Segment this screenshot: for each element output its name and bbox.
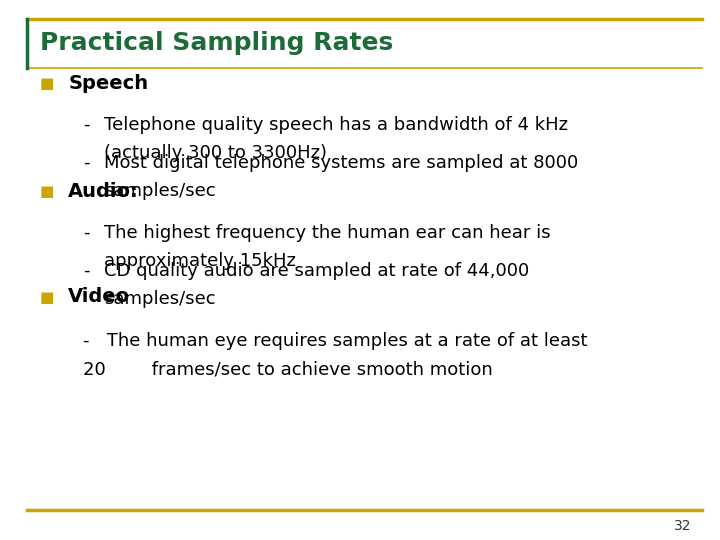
Text: samples/sec: samples/sec — [104, 182, 216, 200]
Text: ■: ■ — [40, 76, 54, 91]
Text: -   The human eye requires samples at a rate of at least: - The human eye requires samples at a ra… — [83, 332, 588, 350]
Text: samples/sec: samples/sec — [104, 290, 216, 308]
Text: 20        frames/sec to achieve smooth motion: 20 frames/sec to achieve smooth motion — [83, 360, 492, 378]
Text: (actually 300 to 3300Hz): (actually 300 to 3300Hz) — [104, 144, 328, 162]
Text: ■: ■ — [40, 184, 54, 199]
Text: Practical Sampling Rates: Practical Sampling Rates — [40, 31, 393, 55]
Text: The highest frequency the human ear can hear is: The highest frequency the human ear can … — [104, 224, 551, 242]
Text: Telephone quality speech has a bandwidth of 4 kHz: Telephone quality speech has a bandwidth… — [104, 116, 568, 134]
Text: -: - — [83, 154, 89, 172]
Text: CD quality audio are sampled at rate of 44,000: CD quality audio are sampled at rate of … — [104, 262, 530, 280]
Text: Speech: Speech — [68, 74, 148, 93]
Text: Audio:: Audio: — [68, 182, 139, 201]
Text: approximately 15kHz: approximately 15kHz — [104, 252, 296, 270]
Text: -: - — [83, 224, 89, 242]
Text: Most digital telephone systems are sampled at 8000: Most digital telephone systems are sampl… — [104, 154, 579, 172]
Text: Video: Video — [68, 287, 130, 307]
Text: 32: 32 — [674, 519, 691, 534]
Text: -: - — [83, 116, 89, 134]
Text: ■: ■ — [40, 289, 54, 305]
Text: -: - — [83, 262, 89, 280]
